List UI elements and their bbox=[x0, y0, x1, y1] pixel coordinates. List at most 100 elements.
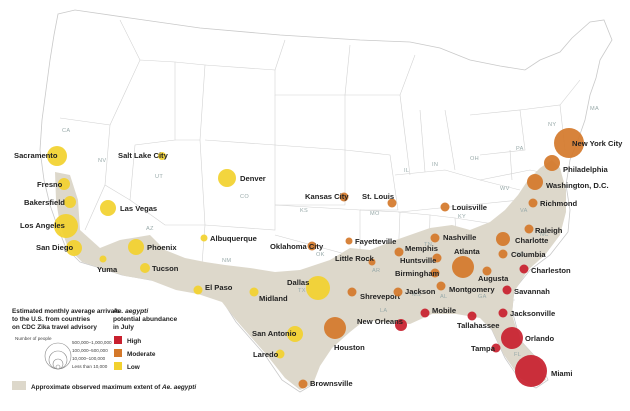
city-marker[interactable] bbox=[200, 234, 208, 242]
city-label: Denver bbox=[240, 174, 266, 183]
city-marker[interactable] bbox=[287, 326, 303, 342]
abundance-title-line-2: potential abundance bbox=[113, 316, 177, 323]
city-marker[interactable] bbox=[307, 241, 317, 251]
city-marker[interactable] bbox=[66, 240, 82, 256]
city-label: Oklahoma City bbox=[270, 242, 324, 251]
city-marker[interactable] bbox=[440, 202, 450, 212]
city-label: Nashville bbox=[443, 233, 476, 242]
city-marker[interactable] bbox=[394, 247, 404, 257]
city-label: Tampa bbox=[471, 344, 496, 353]
city-marker[interactable] bbox=[298, 379, 308, 389]
city-marker[interactable] bbox=[158, 152, 166, 160]
city-marker[interactable] bbox=[554, 128, 584, 158]
city-marker[interactable] bbox=[452, 256, 474, 278]
city-marker[interactable] bbox=[387, 198, 397, 208]
state-labels: CA NV UT AZ CO NM TX KS OK MO AR LA MS A… bbox=[62, 106, 599, 358]
city-marker[interactable] bbox=[249, 287, 259, 297]
state-label: OK bbox=[316, 252, 325, 258]
city-marker[interactable] bbox=[99, 255, 107, 263]
city-marker[interactable] bbox=[498, 249, 508, 259]
high-swatch bbox=[114, 336, 122, 344]
city-marker[interactable] bbox=[528, 198, 538, 208]
city-marker[interactable] bbox=[544, 155, 560, 171]
city-marker[interactable] bbox=[128, 239, 144, 255]
city-marker[interactable] bbox=[47, 146, 67, 166]
city-marker[interactable] bbox=[502, 285, 512, 295]
city-marker[interactable] bbox=[324, 317, 346, 339]
state-label: IL bbox=[404, 168, 409, 174]
state-label: CO bbox=[240, 194, 249, 200]
city-marker[interactable] bbox=[524, 224, 534, 234]
city-label: Augusta bbox=[478, 274, 509, 283]
city-marker[interactable] bbox=[496, 232, 510, 246]
range-label-prefix: Approximate observed maximum extent of bbox=[31, 384, 162, 391]
city-label: San Antonio bbox=[252, 329, 297, 338]
size-label-4: Less than 10,000 bbox=[72, 364, 108, 369]
city-label: Miami bbox=[551, 369, 573, 378]
city-marker[interactable] bbox=[58, 178, 70, 190]
city-marker[interactable] bbox=[498, 308, 508, 318]
city-marker[interactable] bbox=[275, 349, 285, 359]
state-label: AL bbox=[440, 294, 447, 300]
city-marker[interactable] bbox=[368, 258, 376, 266]
city-marker[interactable] bbox=[519, 264, 529, 274]
state-label: KS bbox=[300, 208, 308, 214]
city-marker[interactable] bbox=[501, 327, 523, 349]
city-marker[interactable] bbox=[491, 343, 501, 353]
city-marker[interactable] bbox=[430, 268, 440, 278]
city-label: Orlando bbox=[525, 334, 554, 343]
city-label: Tucson bbox=[152, 264, 179, 273]
size-legend-circle-3 bbox=[52, 358, 64, 370]
size-legend-circle-4 bbox=[55, 364, 61, 370]
city-label: New Orleans bbox=[357, 317, 403, 326]
city-marker[interactable] bbox=[432, 253, 442, 263]
city-marker[interactable] bbox=[54, 214, 78, 238]
city-label: Birmingham bbox=[395, 269, 440, 278]
city-marker[interactable] bbox=[395, 319, 407, 331]
state-label: NV bbox=[98, 158, 106, 164]
city-label: Brownsville bbox=[310, 379, 353, 388]
state-label: GA bbox=[478, 294, 487, 300]
range-swatch bbox=[12, 381, 26, 390]
city-marker[interactable] bbox=[515, 355, 547, 387]
city-label: Las Vegas bbox=[120, 204, 157, 213]
city-label: El Paso bbox=[205, 283, 233, 292]
city-marker[interactable] bbox=[140, 263, 150, 273]
city-marker[interactable] bbox=[64, 196, 76, 208]
city-marker[interactable] bbox=[218, 169, 236, 187]
city-label: Salt Lake City bbox=[118, 151, 169, 160]
city-label: Fayetteville bbox=[355, 237, 396, 246]
city-marker[interactable] bbox=[339, 192, 349, 202]
state-label: TN bbox=[424, 242, 432, 248]
city-label: Los Angeles bbox=[20, 221, 65, 230]
city-label: New York City bbox=[572, 139, 623, 148]
city-marker[interactable] bbox=[347, 287, 357, 297]
city-marker[interactable] bbox=[527, 174, 543, 190]
state-label: AR bbox=[372, 268, 380, 274]
city-marker[interactable] bbox=[482, 266, 492, 276]
city-marker[interactable] bbox=[193, 285, 203, 295]
city-marker[interactable] bbox=[430, 233, 440, 243]
arrivals-title-line-3: on CDC Zika travel advisory bbox=[12, 324, 97, 331]
state-label: IN bbox=[432, 162, 438, 168]
city-marker[interactable] bbox=[306, 276, 330, 300]
city-label: Jacksonville bbox=[510, 309, 555, 318]
city-label: Washington, D.C. bbox=[546, 181, 609, 190]
city-marker[interactable] bbox=[100, 200, 116, 216]
city-marker[interactable] bbox=[345, 237, 353, 245]
city-label: Phoenix bbox=[147, 243, 177, 252]
city-marker[interactable] bbox=[436, 281, 446, 291]
city-label: Savannah bbox=[514, 287, 550, 296]
state-label: WV bbox=[500, 186, 510, 192]
state-label: CA bbox=[62, 128, 70, 134]
city-label: Philadelphia bbox=[563, 165, 609, 174]
city-marker[interactable] bbox=[393, 287, 403, 297]
city-label: Charlotte bbox=[515, 236, 548, 245]
city-label: Laredo bbox=[253, 350, 279, 359]
city-label: Raleigh bbox=[535, 226, 563, 235]
city-label: Jackson bbox=[405, 287, 436, 296]
city-marker[interactable] bbox=[467, 311, 477, 321]
range-legend: Approximate observed maximum extent of A… bbox=[12, 381, 196, 391]
city-label: Fresno bbox=[37, 180, 63, 189]
city-marker[interactable] bbox=[420, 308, 430, 318]
